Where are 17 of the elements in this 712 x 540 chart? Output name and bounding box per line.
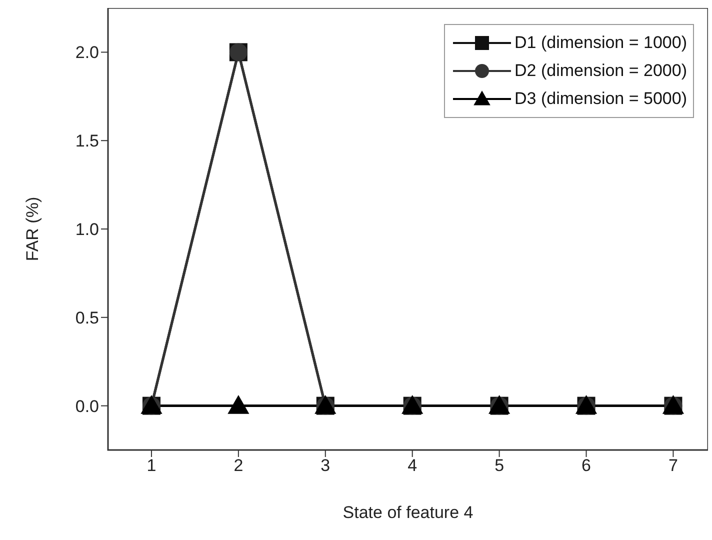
y-tick-label: 1.0 <box>75 220 99 240</box>
legend-label: D1 (dimension = 1000) <box>514 33 687 53</box>
x-tick-label: 6 <box>582 456 591 476</box>
x-tick-label: 4 <box>408 456 418 476</box>
y-tick-label: 0.0 <box>75 396 99 416</box>
x-tick-label: 2 <box>234 456 244 476</box>
legend-label: D2 (dimension = 2000) <box>514 61 687 81</box>
y-tick-label: 1.5 <box>75 132 99 151</box>
y-axis-title: FAR (%) <box>23 196 42 262</box>
y-tick-label: 0.5 <box>75 308 99 328</box>
x-axis-title: State of feature 4 <box>342 503 474 522</box>
x-tick-label: 1 <box>146 456 156 476</box>
y-tick-label: 2.0 <box>75 43 99 62</box>
x-tick-label: 3 <box>320 456 330 476</box>
x-tick-label: 7 <box>668 456 678 476</box>
x-tick-label: 5 <box>494 456 504 476</box>
legend-label: D3 (dimension = 5000) <box>514 89 687 109</box>
